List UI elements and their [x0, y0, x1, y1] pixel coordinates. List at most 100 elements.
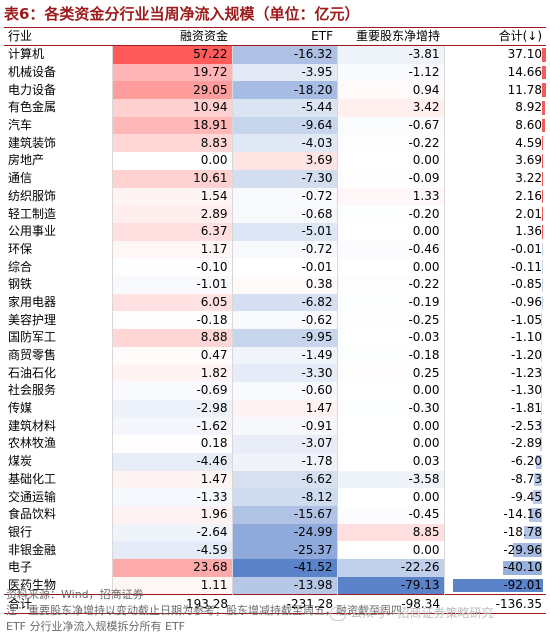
industry-name: 非银金融: [8, 542, 57, 557]
industry-name: 食品饮料: [8, 507, 57, 522]
holder-cell: 0.00: [336, 258, 444, 276]
table-row: 石油石化 1.82 -3.30 0.25 -1.23: [4, 364, 546, 383]
holder-cell: 0.00: [336, 488, 444, 506]
fund-flow-table: 行业 融资资金 ETF 重要股东净增持 合计(↓) 计算机 57.22 -16.32…: [4, 27, 546, 614]
total-value: 8.60: [515, 118, 542, 133]
total-bar: [524, 525, 543, 540]
total-value: -2.53: [510, 418, 542, 433]
total-bar: [541, 65, 546, 80]
holder-cell: 0.00: [336, 541, 444, 559]
etf-cell: -13.98: [231, 576, 337, 595]
source-note: 资料来源：Wind，招商证券: [6, 588, 144, 601]
table-row: 建筑材料 -1.62 -0.91 0.00 -2.53: [4, 417, 546, 436]
total-bar: [541, 295, 543, 310]
table-row: 轻工制造 2.89 -0.68 -0.20 2.01: [4, 205, 546, 223]
total-value: -14.16: [503, 507, 542, 522]
total-value: 2.01: [515, 206, 542, 221]
financing-cell: 10.61: [111, 169, 232, 188]
industry-name: 建筑装饰: [8, 135, 57, 150]
financing-cell: -4.59: [111, 541, 232, 559]
etf-cell: -0.68: [231, 205, 337, 223]
etf-cell: -8.12: [231, 488, 337, 506]
total-cell: 2.01: [443, 205, 546, 223]
industry-name: 通信: [8, 171, 33, 186]
total-bar: [542, 242, 544, 257]
total-cell: -92.01: [443, 576, 546, 595]
sum-etf: -231.28: [232, 594, 337, 614]
industry-name: 纺织服饰: [8, 188, 57, 203]
total-bar: [541, 348, 543, 363]
total-bar: [541, 366, 543, 381]
total-cell: 1.36: [443, 222, 546, 241]
watermark: 公众号 · 招商证券策略研究: [330, 604, 493, 621]
holder-cell: -0.03: [336, 329, 444, 347]
table-row: 电子 23.68 -41.52 -22.26 -40.10: [4, 558, 546, 577]
etf-cell: -3.95: [231, 63, 337, 82]
table-row: 国防军工 8.88 -9.95 -0.03 -1.10: [4, 329, 546, 347]
total-bar: [541, 331, 543, 345]
total-cell: 8.92: [443, 99, 546, 117]
etf-cell: -0.62: [231, 311, 337, 329]
table-header: 行业 融资资金 ETF 重要股东净增持 合计(↓): [4, 27, 546, 46]
financing-cell: -0.18: [111, 311, 232, 329]
holder-cell: -0.67: [336, 116, 444, 135]
industry-name: 公用事业: [8, 224, 57, 239]
col-header-holder: 重要股东净增持: [337, 27, 444, 46]
holder-cell: -0.20: [336, 205, 444, 223]
industry-name: 银行: [8, 524, 33, 539]
financing-cell: 0.18: [111, 435, 232, 453]
total-bar: [540, 401, 543, 416]
holder-cell: 0.00: [336, 417, 444, 436]
total-bar: [541, 136, 544, 151]
total-bar: [541, 83, 546, 98]
total-value: -0.01: [510, 241, 542, 256]
holder-cell: -0.19: [336, 293, 444, 312]
table-row: 纺织服饰 1.54 -0.72 1.33 2.16: [4, 187, 546, 206]
financing-cell: -1.33: [111, 488, 232, 506]
financing-cell: 18.91: [111, 116, 232, 135]
industry-name: 有色金属: [8, 100, 57, 115]
sum-label: 合计: [4, 594, 112, 614]
holder-cell: 0.00: [336, 152, 444, 170]
financing-cell: 6.37: [111, 222, 232, 241]
table-row: 交通运输 -1.33 -8.12 0.00 -9.45: [4, 488, 546, 506]
total-cell: -1.81: [443, 399, 546, 418]
table-row: 电力设备 29.05 -18.20 0.94 11.78: [4, 81, 546, 100]
etf-cell: -1.78: [231, 452, 337, 471]
total-bar: [540, 419, 543, 434]
financing-cell: -2.98: [111, 399, 232, 418]
etf-cell: -3.07: [231, 435, 337, 453]
etf-cell: -0.72: [231, 240, 337, 259]
total-bar: [541, 384, 543, 398]
total-value: -8.73: [510, 471, 542, 486]
table-row: 综合 -0.10 -0.01 0.00 -0.11: [4, 258, 546, 276]
etf-cell: 3.69: [231, 152, 337, 170]
etf-cell: -3.30: [231, 364, 337, 383]
financing-cell: 1.54: [111, 187, 232, 206]
total-bar: [452, 578, 543, 593]
financing-cell: 1.47: [111, 470, 232, 489]
financing-cell: 6.05: [111, 293, 232, 312]
financing-cell: 8.83: [111, 134, 232, 153]
industry-name: 基础化工: [8, 471, 57, 486]
total-cell: -1.05: [443, 311, 546, 329]
total-cell: -2.89: [443, 435, 546, 453]
financing-cell: 1.82: [111, 364, 232, 383]
total-value: 37.10: [507, 47, 542, 62]
table-row: 公用事业 6.37 -5.01 0.00 1.36: [4, 222, 546, 241]
financing-cell: -0.10: [111, 258, 232, 276]
total-bar: [541, 277, 543, 292]
watermark-text: 公众号 · 招商证券策略研究: [350, 606, 494, 620]
total-bar: [513, 543, 543, 557]
table-row: 机械设备 19.72 -3.95 -1.12 14.66: [4, 63, 546, 82]
total-cell: 14.66: [443, 63, 546, 82]
holder-cell: 0.94: [336, 81, 444, 100]
total-bar: [533, 472, 543, 487]
table-row: 食品饮料 1.96 -15.67 -0.45 -14.16: [4, 505, 546, 524]
total-bar: [503, 560, 543, 575]
total-value: -40.10: [503, 560, 542, 575]
total-value: 3.69: [515, 153, 542, 168]
etf-cell: 1.47: [231, 399, 337, 418]
holder-cell: -0.22: [336, 134, 444, 153]
industry-name: 石油石化: [8, 365, 57, 380]
